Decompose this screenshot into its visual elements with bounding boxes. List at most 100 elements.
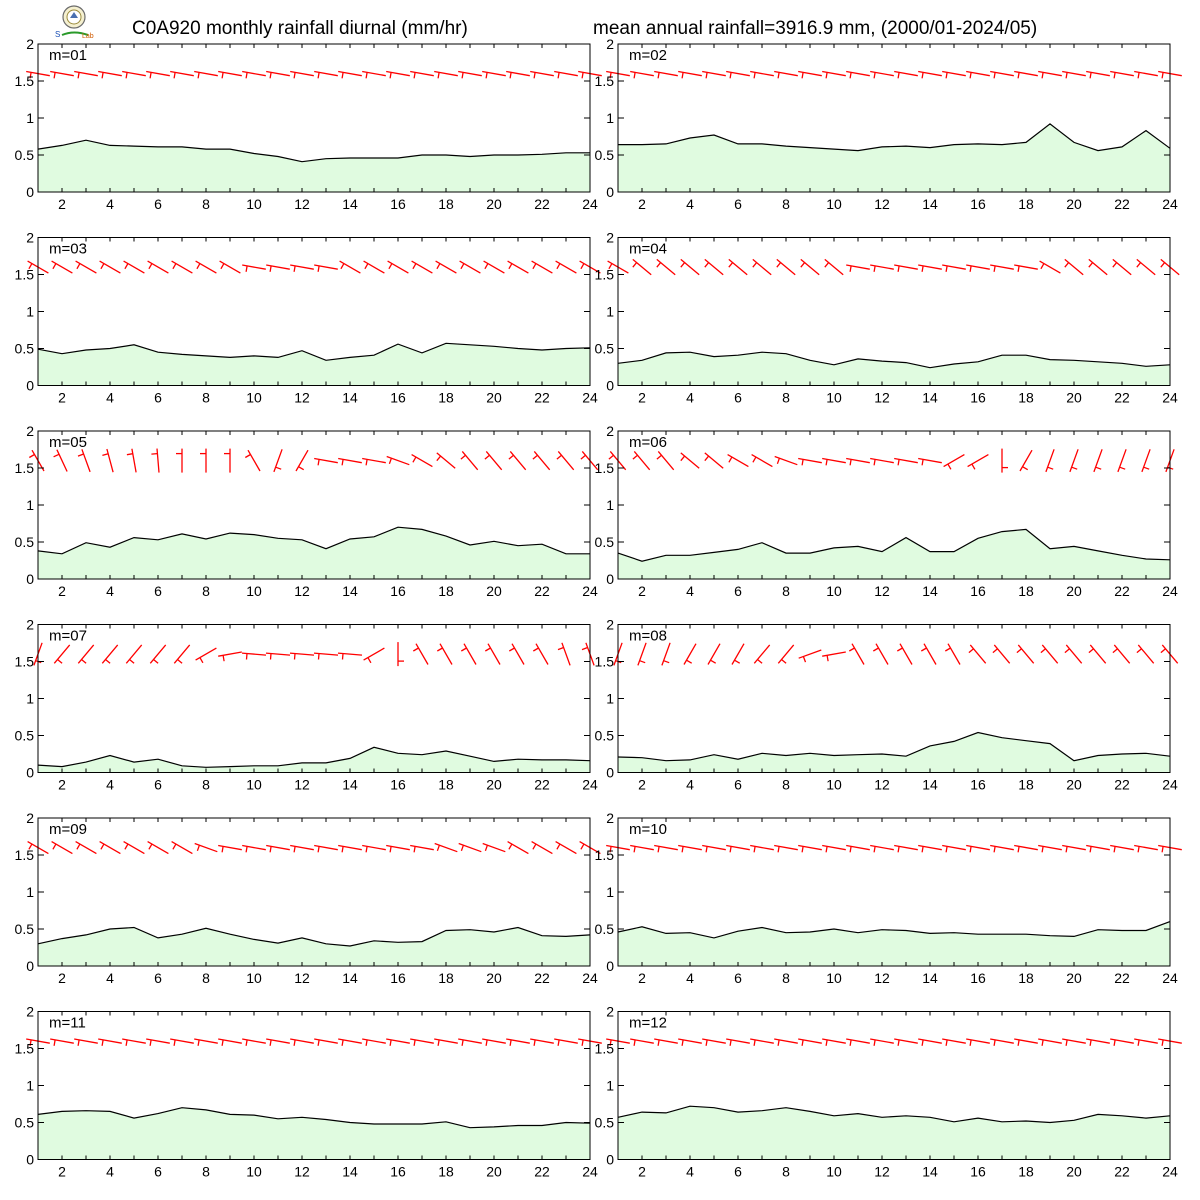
x-tick-label: 16 <box>970 196 986 212</box>
x-tick-label: 12 <box>294 196 310 212</box>
wind-barb <box>968 644 987 664</box>
chart-title: C0A920 monthly rainfall diurnal (mm/hr) <box>132 18 468 39</box>
wind-barb-staff <box>1038 70 1062 77</box>
wind-barb-staff <box>1110 1038 1134 1044</box>
wind-barb-staff <box>1041 644 1059 664</box>
x-tick-label: 16 <box>970 777 986 793</box>
wind-barb <box>410 844 434 853</box>
wind-barb-staff <box>482 842 506 853</box>
wind-barb <box>728 258 748 276</box>
wind-barb-staff <box>386 455 410 466</box>
wind-barb-flag <box>873 265 876 272</box>
wind-barb <box>637 642 647 666</box>
wind-barb-flag <box>364 263 369 270</box>
y-tick-label: 2 <box>26 617 34 633</box>
wind-barb-staff <box>123 260 145 274</box>
wind-barb-staff <box>461 450 479 471</box>
y-tick-label: 1.5 <box>15 654 35 670</box>
wind-barb-staff <box>875 643 889 665</box>
wind-barb-flag <box>556 843 561 850</box>
panel-m-08: 00.511.522 4 6 8 10 12 14 16 18 20 22 24m=08 <box>595 617 1179 793</box>
x-tick-label: 2 <box>638 777 646 793</box>
x-tick-label: 22 <box>534 196 550 212</box>
wind-barb <box>727 454 749 468</box>
wind-barb-flag <box>153 658 159 664</box>
wind-barb-staff <box>824 258 844 276</box>
wind-barb <box>990 844 1014 853</box>
wind-barb-flag <box>734 659 741 664</box>
wind-barb <box>1112 258 1132 276</box>
wind-barb-flag <box>1161 846 1164 853</box>
wind-barb <box>460 643 477 665</box>
wind-barb-staff <box>1137 644 1155 664</box>
wind-barb <box>530 70 554 79</box>
wind-barb-flag <box>556 263 561 270</box>
x-tick-label: 16 <box>390 1164 406 1180</box>
wind-barb-flag <box>1113 846 1116 853</box>
y-tick-label: 2 <box>606 1004 614 1020</box>
wind-barb-staff <box>798 1038 822 1044</box>
wind-barb <box>508 450 527 471</box>
wind-barb-staff <box>434 70 458 77</box>
wind-barb-staff <box>533 450 551 471</box>
x-tick-label: 6 <box>154 196 162 212</box>
wind-barb <box>265 652 291 660</box>
wind-barb-staff <box>798 70 822 77</box>
wind-barb <box>435 260 457 274</box>
wind-barb-staff <box>702 70 726 77</box>
panel-label: m=01 <box>49 47 87 64</box>
wind-barb-flag <box>632 454 638 460</box>
wind-barb-flag <box>1065 72 1068 79</box>
wind-barb-flag <box>777 1039 780 1046</box>
wind-barb-staff <box>146 70 170 77</box>
wind-barb <box>1134 70 1158 79</box>
wind-barb-staff <box>1014 70 1038 77</box>
wind-barb-flag <box>197 1039 200 1046</box>
wind-barb-flag <box>608 263 613 270</box>
x-tick-label: 14 <box>922 970 938 986</box>
wind-barb <box>125 644 143 664</box>
wind-barb <box>1110 70 1134 79</box>
wind-barb-flag <box>437 72 440 79</box>
wind-barb-staff <box>483 260 505 274</box>
wind-barb-staff <box>485 450 503 471</box>
wind-barb <box>531 260 553 274</box>
rain-area <box>38 747 590 773</box>
wind-barb-staff <box>290 1038 314 1044</box>
wind-barb-flag <box>412 647 419 652</box>
x-tick-label: 12 <box>294 583 310 599</box>
panel-m-12: 00.511.522 4 6 8 10 12 14 16 18 20 22 24m=12 <box>595 1004 1182 1180</box>
wind-barb-staff <box>899 643 913 665</box>
rain-area <box>618 921 1170 966</box>
wind-barb-staff <box>241 652 267 656</box>
wind-barb <box>751 454 773 468</box>
x-tick-label: 16 <box>970 970 986 986</box>
x-tick-label: 4 <box>106 1164 114 1180</box>
wind-barb <box>460 450 479 471</box>
x-tick-label: 10 <box>246 583 262 599</box>
wind-barb-staff <box>530 1038 554 1044</box>
wind-barb-staff <box>439 643 453 665</box>
wind-barb-flag <box>969 846 972 853</box>
rain-area <box>38 140 590 192</box>
wind-barb-flag <box>801 72 804 79</box>
wind-barb-flag <box>1065 846 1068 853</box>
wind-barb-flag <box>1113 1039 1116 1046</box>
wind-barb-flag <box>81 658 87 664</box>
wind-barb-flag <box>944 647 951 652</box>
wind-barb <box>338 844 362 853</box>
wind-barb-flag <box>269 1039 272 1046</box>
wind-barb-flag <box>705 72 708 79</box>
wind-barb <box>290 844 314 853</box>
x-tick-label: 8 <box>202 583 210 599</box>
wind-barb-flag <box>365 72 368 79</box>
wind-barb <box>967 454 989 470</box>
panel-m-10: 00.511.522 4 6 8 10 12 14 16 18 20 22 24m=10 <box>595 810 1182 986</box>
wind-barb-flag <box>293 72 296 79</box>
wind-barb <box>194 1038 218 1046</box>
wind-barb-flag <box>245 72 248 79</box>
wind-barb-staff <box>750 844 774 851</box>
wind-barb-flag <box>413 72 416 79</box>
wind-barb-flag <box>485 72 488 79</box>
y-tick-label: 0.5 <box>595 921 615 937</box>
